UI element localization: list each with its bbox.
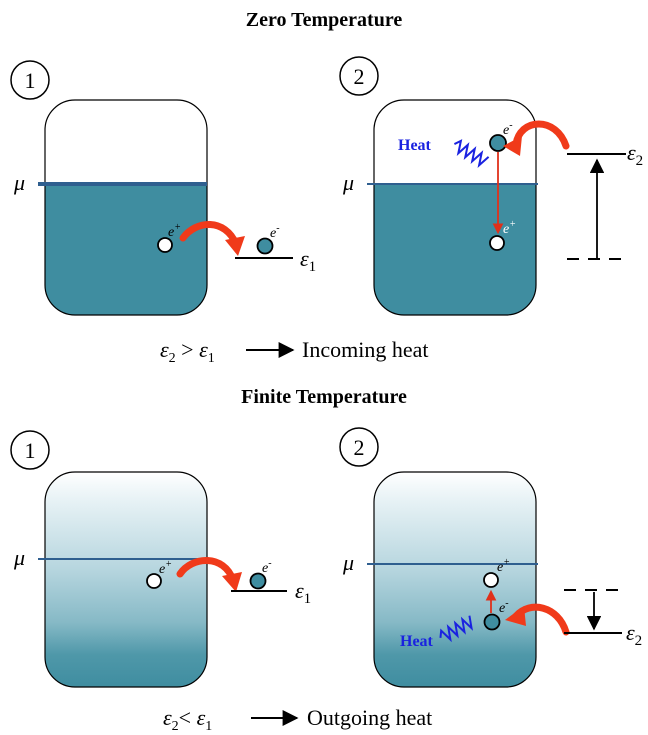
caption-text: Outgoing heat <box>307 705 432 730</box>
tunneling-arrow <box>512 120 570 150</box>
tunneling-arrow <box>176 557 237 584</box>
caption-inequality: ε2< ε1 <box>163 705 212 734</box>
mu-label: μ <box>342 170 354 195</box>
finite-panel-1: 1 μ e+ e- ε1 <box>10 430 311 688</box>
zero-caption: ε2 > ε1 Incoming heat <box>160 337 428 366</box>
energy-level-label: ε1 <box>300 246 316 275</box>
panel-number: 2 <box>354 64 365 89</box>
panel-number: 1 <box>25 68 36 93</box>
electron-label: e- <box>503 120 513 138</box>
heat-wave-icon <box>439 615 474 643</box>
tunneling-arrowhead <box>225 236 245 256</box>
finite-temperature-title: Finite Temperature <box>241 386 407 408</box>
heat-label: Heat <box>400 633 434 650</box>
caption-inequality: ε2 > ε1 <box>160 337 215 366</box>
hole-circle <box>146 573 162 589</box>
tunneling-arrowhead <box>503 136 522 156</box>
finite-panel-2: 2 μ e+ e- Heat ε2 <box>339 427 642 688</box>
hole-circle <box>157 237 173 253</box>
hole-label: e+ <box>497 557 510 575</box>
electron-circle <box>249 572 267 590</box>
heat-label: Heat <box>398 137 432 154</box>
electron-circle <box>489 134 507 152</box>
mu-label: μ <box>342 550 354 575</box>
electron-circle <box>483 613 501 631</box>
panel-number-circle <box>339 427 379 467</box>
hole-circle <box>483 572 499 588</box>
mu-label: μ <box>13 545 25 570</box>
zero-panel-2: 2 μ Heat e- e+ ε2 <box>339 56 643 316</box>
tunneling-arrowhead <box>505 606 526 626</box>
reservoir-box <box>373 471 537 688</box>
energy-level-label: ε1 <box>295 578 311 607</box>
energy-level-label: ε2 <box>626 620 642 649</box>
panel-number-circle <box>10 430 50 470</box>
panel-number: 1 <box>25 438 36 463</box>
tunneling-arrow <box>179 221 240 248</box>
electron-label: e- <box>499 598 509 616</box>
fermi-sea <box>374 184 536 315</box>
hole-circle <box>489 235 505 251</box>
fermi-sea <box>45 184 207 315</box>
electron-label: e- <box>262 558 272 576</box>
mu-label: μ <box>13 170 25 195</box>
hole-label: e+ <box>503 219 516 237</box>
electron-circle <box>256 237 274 255</box>
zero-temperature-title: Zero Temperature <box>246 9 403 31</box>
finite-caption: ε2< ε1 Outgoing heat <box>163 705 432 734</box>
heat-wave-icon <box>453 139 490 169</box>
panel-number: 2 <box>354 435 365 460</box>
electron-label: e- <box>270 223 280 241</box>
hole-label: e+ <box>168 222 181 240</box>
panel-number-circle <box>10 60 50 100</box>
tunneling-arrowhead <box>222 572 242 592</box>
reservoir-box <box>44 99 208 316</box>
panel-number-circle <box>339 56 379 96</box>
reservoir-box <box>44 471 208 688</box>
reservoir-box <box>373 99 537 316</box>
zero-panel-1: 1 μ e+ e- ε1 <box>10 60 316 316</box>
energy-level-label: ε2 <box>627 140 643 169</box>
caption-text: Incoming heat <box>302 337 428 362</box>
hole-label: e+ <box>159 559 172 577</box>
